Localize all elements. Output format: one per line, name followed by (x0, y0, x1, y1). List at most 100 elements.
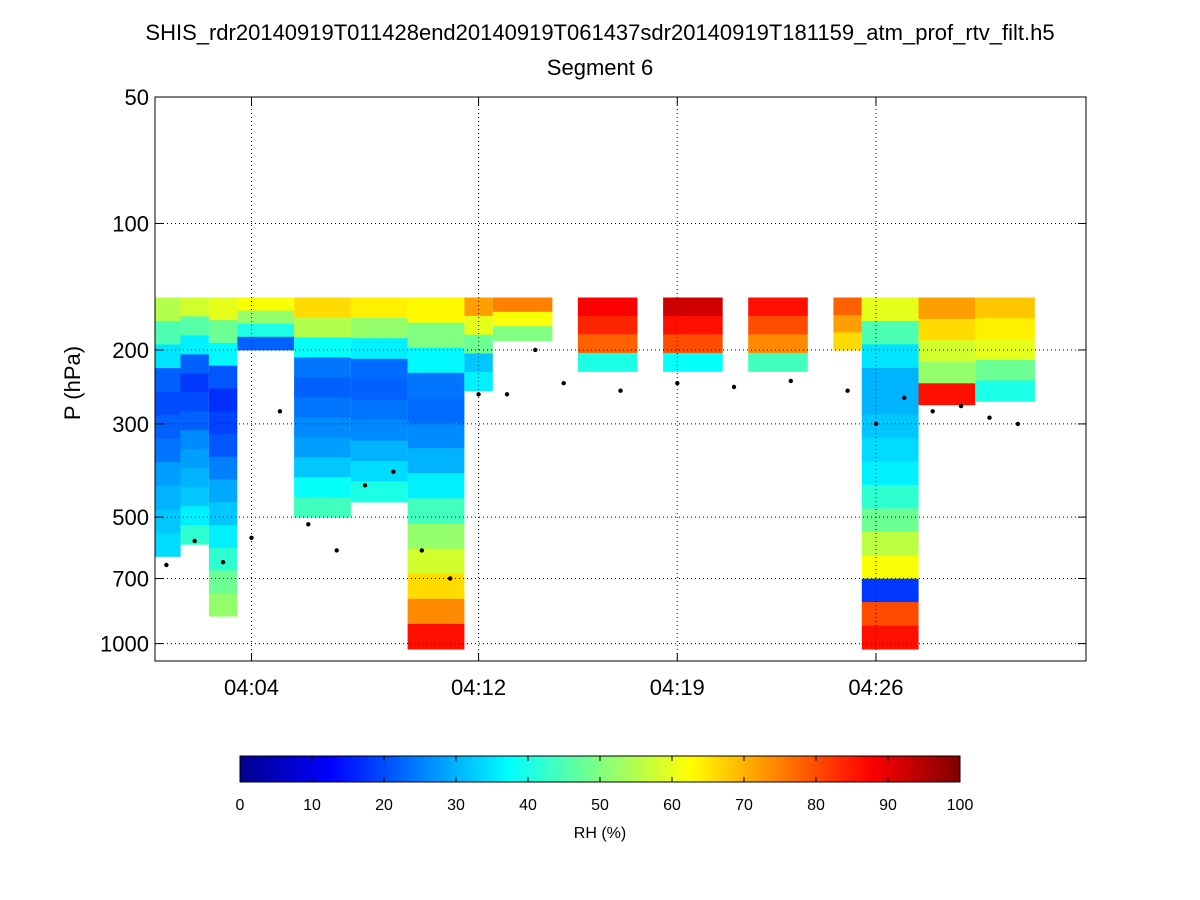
rh-cell (208, 547, 238, 572)
cloud-top-marker (391, 469, 396, 474)
rh-cell (155, 297, 181, 322)
rh-cell (350, 440, 408, 462)
rh-cell (861, 367, 919, 392)
rh-cell (663, 297, 723, 317)
colorbar-tick-label: 80 (807, 797, 825, 814)
rh-cell (180, 392, 209, 412)
rh-cell (748, 316, 808, 335)
rh-cell (208, 343, 238, 367)
cloud-top-marker (930, 409, 935, 414)
cloud-top-marker (788, 378, 793, 384)
colorbar-tick-label: 50 (591, 797, 609, 814)
rh-cell (663, 334, 723, 354)
rh-cell (294, 357, 351, 378)
rh-cell (407, 498, 465, 524)
rh-cell (208, 456, 238, 481)
cloud-top-marker (873, 421, 879, 427)
cloud-top-marker (533, 347, 538, 353)
rh-cell (748, 334, 808, 354)
cloud-top-marker (220, 560, 226, 565)
rh-cell (208, 297, 238, 321)
rh-cell (861, 531, 919, 556)
colorbar-label: RH (%) (574, 825, 626, 842)
y-tick-label: 300 (112, 412, 149, 437)
chart-subtitle: Segment 6 (546, 55, 654, 80)
cloud-top-marker (334, 548, 339, 553)
rh-cell (180, 430, 209, 450)
rh-cell (237, 297, 295, 312)
rh-cell (464, 297, 493, 317)
cloud-top-marker (561, 381, 566, 386)
y-tick-label: 500 (112, 505, 149, 530)
y-tick-label: 100 (112, 211, 149, 236)
cloud-top-marker (164, 562, 169, 568)
rh-cell (577, 316, 638, 335)
plot-frame (154, 96, 1087, 662)
rh-cell (350, 420, 408, 441)
rh-cell (918, 297, 976, 320)
rh-cell (180, 373, 209, 393)
rh-cell (861, 391, 919, 416)
rh-cell (492, 311, 553, 327)
rh-cell (833, 332, 862, 351)
rh-cell (350, 297, 408, 319)
cloud-top-marker (902, 395, 907, 400)
rh-cell (294, 457, 351, 478)
rh-cell (407, 548, 465, 575)
rh-cell (861, 438, 919, 462)
rh-cell (861, 297, 919, 322)
y-tick-label: 1000 (100, 632, 149, 657)
colorbar: 0 10 20 30 40 50 60 70 80 90 100 RH (%) (236, 755, 973, 842)
rh-cell (208, 479, 238, 503)
cloud-top-marker (845, 388, 850, 393)
rh-cell (294, 417, 351, 438)
rh-cell (492, 326, 553, 342)
rh-cell (294, 397, 351, 418)
rh-cell (861, 414, 919, 439)
rh-cell (155, 532, 181, 557)
rh-cell (155, 415, 181, 440)
rh-cell (407, 322, 465, 349)
rh-cell (180, 297, 209, 317)
rh-cell (833, 315, 862, 333)
rh-cell (861, 484, 919, 509)
rh-cell (350, 379, 408, 401)
rh-cell (577, 352, 638, 372)
rh-cell (155, 462, 181, 487)
rh-cell (861, 320, 919, 345)
rh-cell (918, 361, 976, 384)
rh-field (155, 297, 1035, 650)
y-axis-label: P (hPa) (60, 346, 85, 420)
rh-cell (155, 344, 181, 369)
cloud-top-marker (618, 388, 623, 393)
cloud-top-marker (1015, 421, 1021, 427)
colorbar-ticks: 0 10 20 30 40 50 60 70 80 90 100 (236, 756, 973, 814)
rh-cell (407, 423, 465, 449)
rh-cell (208, 593, 238, 617)
rh-cell (237, 310, 295, 325)
rh-cell (155, 509, 181, 534)
rh-cell (975, 318, 1035, 340)
rh-cell (975, 380, 1035, 402)
rh-cell (975, 297, 1035, 319)
rh-cell (861, 625, 919, 650)
rh-cell (294, 437, 351, 458)
cloud-top-marker (192, 538, 197, 544)
rh-cell (407, 598, 465, 625)
cloud-top-marker (958, 403, 964, 409)
rh-cell (350, 317, 408, 339)
rh-cell (208, 320, 238, 344)
rh-cell (577, 334, 638, 354)
rh-cell (350, 358, 408, 380)
rh-cell (861, 578, 919, 603)
rh-cell (861, 461, 919, 486)
rh-cell (180, 468, 209, 488)
cloud-top-marker (448, 576, 453, 581)
cloud-top-marker (504, 392, 510, 397)
cloud-top-marker (419, 548, 424, 553)
colorbar-tick-label: 60 (663, 797, 681, 814)
rh-cell (861, 344, 919, 369)
x-axis: 04:04 04:12 04:19 04:26 (224, 97, 903, 700)
